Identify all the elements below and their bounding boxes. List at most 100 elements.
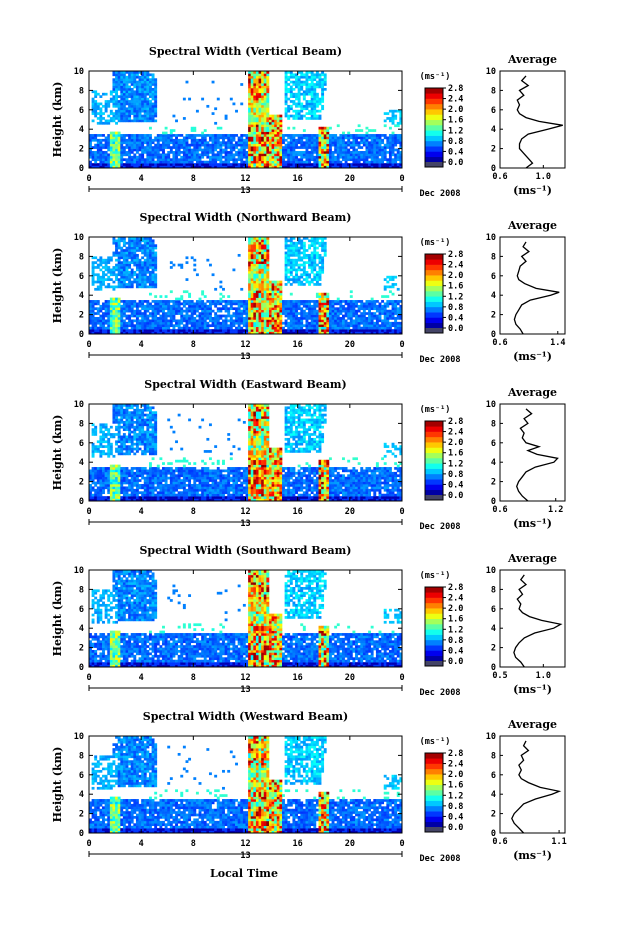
heatmap-cell	[107, 266, 111, 269]
heatmap-cell	[344, 331, 348, 335]
heatmap-cell	[326, 295, 330, 298]
heatmap-cell	[342, 326, 345, 330]
heatmap-cell	[378, 163, 382, 166]
heatmap-cell	[271, 114, 275, 118]
heatmap-cell	[352, 151, 356, 154]
heatmap-cell	[198, 297, 202, 301]
heatmap-cell	[240, 321, 244, 325]
heatmap-cell	[154, 151, 158, 154]
heatmap-cell	[297, 321, 301, 325]
heatmap-cell	[156, 300, 160, 303]
heatmap-cell	[151, 314, 155, 318]
heatmap-cell	[339, 309, 343, 313]
heatmap-cell	[99, 307, 103, 311]
heatmap-cell	[109, 138, 113, 142]
heatmap-cell	[295, 138, 298, 142]
heatmap-cell	[112, 302, 116, 306]
heatmap-cell	[148, 307, 152, 311]
heatmap-cell	[94, 109, 98, 113]
heatmap-cell	[271, 295, 275, 298]
heatmap-cell	[159, 331, 163, 335]
heatmap-cell	[154, 263, 158, 267]
heatmap-cell	[263, 331, 267, 335]
heatmap-cell	[135, 314, 139, 318]
heatmap-cell	[253, 160, 257, 164]
heatmap-cell	[203, 326, 207, 330]
heatmap-cell	[128, 95, 132, 98]
heatmap-cell	[302, 92, 306, 96]
heatmap-cell	[248, 155, 252, 159]
heatmap-cell	[284, 329, 288, 332]
heatmap-cell	[394, 165, 398, 169]
heatmap-cell	[383, 151, 387, 154]
heatmap-cell	[167, 146, 171, 149]
heatmap-cell	[135, 304, 139, 308]
heatmap-cell	[331, 329, 335, 332]
heatmap-cell	[334, 143, 338, 147]
heatmap-cell	[258, 73, 262, 77]
heatmap-cell	[120, 160, 124, 164]
heatmap-cell	[292, 319, 296, 323]
heatmap-cell	[295, 280, 298, 284]
heatmap-cell	[99, 107, 103, 111]
heatmap-cell	[117, 155, 121, 159]
heatmap-cell	[305, 237, 309, 240]
heatmap-cell	[368, 309, 371, 313]
heatmap-cell	[342, 309, 345, 313]
heatmap-cell	[138, 278, 142, 281]
heatmap-cell	[268, 314, 272, 318]
heatmap-cell	[102, 321, 105, 325]
heatmap-cell	[383, 143, 387, 147]
heatmap-cell	[182, 153, 186, 157]
heatmap-cell	[148, 258, 152, 262]
heatmap-cell	[266, 151, 270, 154]
x-tick-label: 16	[293, 174, 303, 184]
heatmap-cell	[284, 151, 288, 154]
heatmap-cell	[182, 158, 186, 162]
heatmap-cell	[172, 158, 176, 162]
heatmap-cell	[305, 112, 309, 115]
heatmap-cell	[383, 134, 387, 137]
heatmap-cell	[305, 163, 309, 166]
heatmap-cell	[133, 134, 137, 137]
heatmap-cell	[258, 263, 262, 267]
heatmap-cell	[120, 153, 124, 157]
heatmap-cell	[143, 78, 147, 81]
heatmap-cell	[133, 249, 137, 252]
heatmap-cell	[148, 85, 152, 89]
heatmap-cell	[339, 304, 343, 308]
heatmap-cell	[99, 317, 103, 320]
heatmap-cell	[268, 326, 272, 330]
heatmap-cell	[115, 278, 118, 281]
heatmap-cell	[203, 307, 207, 311]
heatmap-cell	[242, 143, 246, 147]
heatmap-cell	[347, 331, 351, 335]
heatmap-cell	[297, 331, 301, 335]
heatmap-cell	[271, 329, 275, 332]
heatmap-cell	[125, 314, 129, 318]
heatmap-cell	[300, 138, 304, 142]
heatmap-cell	[313, 237, 317, 240]
heatmap-cell	[295, 75, 298, 79]
heatmap-cell	[182, 317, 186, 320]
heatmap-cell	[122, 314, 126, 318]
heatmap-cell	[394, 153, 398, 157]
heatmap-cell	[383, 317, 387, 320]
heatmap-cell	[274, 307, 278, 311]
heatmap-cell	[128, 246, 132, 250]
heatmap-cell	[206, 331, 210, 335]
heatmap-cell	[373, 314, 377, 318]
heatmap-cell	[261, 107, 265, 111]
heatmap-cell	[227, 141, 231, 145]
heatmap-cell	[193, 263, 197, 267]
heatmap-cell	[284, 114, 288, 118]
heatmap-cell	[219, 165, 223, 169]
heatmap-cell	[94, 321, 98, 325]
heatmap-cell	[162, 160, 165, 164]
heatmap-cell	[313, 117, 317, 120]
heatmap-cell	[146, 143, 150, 147]
heatmap-cell	[318, 309, 322, 313]
heatmap-cell	[399, 160, 403, 164]
heatmap-cell	[266, 121, 270, 125]
heatmap-cell	[289, 151, 293, 154]
